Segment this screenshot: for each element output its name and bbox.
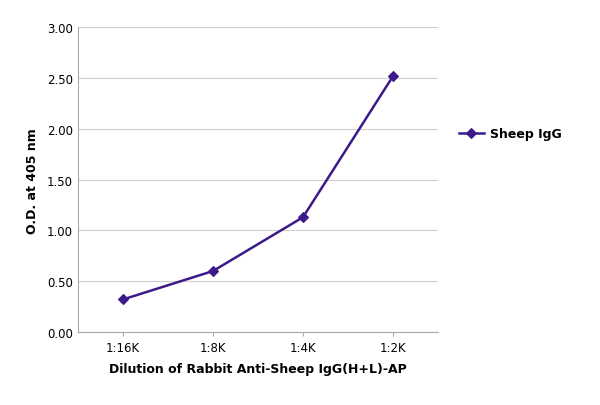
Line: Sheep IgG: Sheep IgG: [119, 73, 397, 303]
Sheep IgG: [299, 215, 307, 220]
Legend: Sheep IgG: Sheep IgG: [458, 128, 562, 141]
X-axis label: Dilution of Rabbit Anti-Sheep IgG(H+L)-AP: Dilution of Rabbit Anti-Sheep IgG(H+L)-A…: [109, 362, 407, 375]
Sheep IgG: [119, 297, 127, 302]
Sheep IgG: [209, 269, 217, 274]
Y-axis label: O.D. at 405 nm: O.D. at 405 nm: [26, 128, 39, 233]
Sheep IgG: [389, 75, 397, 79]
